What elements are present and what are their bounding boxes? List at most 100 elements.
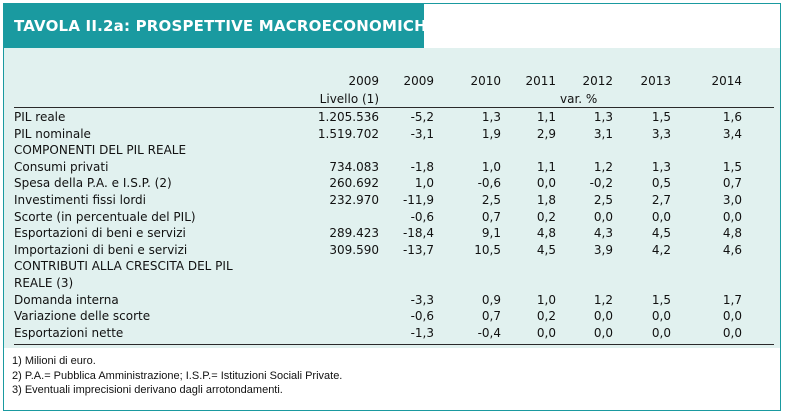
row-label: PIL reale [14, 110, 66, 124]
table-cell: 232.970 [329, 193, 379, 207]
year-header: 2014 [711, 74, 742, 88]
table-cell: 0,0 [593, 309, 613, 324]
footnote: 1) Milioni di euro. [12, 355, 96, 367]
table-cell: 734.083 [329, 159, 379, 174]
table-cell: 1,7 [722, 292, 742, 307]
table-cell: -0,6 [477, 176, 501, 191]
table-cell: 4,3 [593, 226, 613, 241]
table-cell: -0,2 [589, 176, 613, 191]
year-header: 2009 [403, 74, 434, 88]
table-cell: 3,9 [593, 242, 613, 257]
table-cell: -0,6 [410, 309, 434, 324]
table-cell: 4,2 [651, 242, 671, 257]
table-cell: -3,1 [410, 126, 434, 141]
table-cell: -0,6 [410, 209, 434, 224]
table-cell: 1,5 [651, 110, 671, 124]
table-cell: 2,5 [593, 193, 613, 207]
table-cell: 1,2 [593, 159, 613, 174]
table-cell: -0,4 [477, 325, 501, 340]
table-cell: 3,4 [722, 126, 742, 141]
row-label: Scorte (in percentuale del PIL) [14, 209, 196, 224]
table-cell: 0,0 [722, 309, 742, 324]
table-cell: 1.205.536 [317, 110, 379, 124]
table-title: TAVOLA II.2a: PROSPETTIVE MACROECONOMICH… [14, 17, 438, 35]
table-cell: 9,1 [481, 226, 501, 241]
macro-table: 2009 2009 2010 2011 2012 2013 2014 Livello (1) v… [4, 48, 780, 348]
header-rule [14, 107, 774, 108]
table-cell: 0,0 [651, 325, 671, 340]
row-label: COMPONENTI DEL PIL REALE [14, 143, 187, 158]
var-subheader: var. % [560, 92, 598, 106]
table-cell: 0,0 [536, 325, 556, 340]
table-cell: 309.590 [329, 242, 379, 257]
table-cell: 0,0 [722, 209, 742, 224]
table-cell: 1,1 [536, 110, 556, 124]
table-cell: 1,5 [651, 292, 671, 307]
table-cell: 0,2 [536, 209, 556, 224]
table-cell: 0,7 [722, 176, 742, 191]
year-header: 2013 [640, 74, 671, 88]
table-cell: -3,3 [410, 292, 434, 307]
row-label: CONTRIBUTI ALLA CRESCITA DEL PIL [14, 259, 233, 274]
table-cell: 1,6 [722, 110, 742, 124]
table-cell: 10,5 [474, 242, 501, 257]
table-cell: 0,7 [481, 309, 501, 324]
row-label: Domanda interna [14, 292, 119, 307]
table-cell: 1,2 [593, 292, 613, 307]
table-cell: 1,9 [481, 126, 501, 141]
table-cell: 1,3 [651, 159, 671, 174]
row-label: Consumi privati [14, 159, 109, 174]
level-subheader: Livello (1) [319, 92, 379, 106]
table-cell: 1,8 [536, 193, 556, 207]
title-bar: TAVOLA II.2a: PROSPETTIVE MACROECONOMICH… [4, 4, 437, 48]
table-cell: 289.423 [329, 226, 379, 241]
footnote: 2) P.A.= Pubblica Amministrazione; I.S.P… [12, 369, 343, 382]
table-cell: 0,7 [481, 209, 501, 224]
table-cell: 4,5 [651, 226, 671, 241]
table-cell: 1,0 [414, 176, 434, 191]
table-cell: 1.519.702 [317, 126, 379, 141]
row-label: Variazione delle scorte [14, 309, 151, 324]
row-label: REALE (3) [14, 276, 74, 290]
table-cell: 0,0 [593, 325, 613, 340]
table-cell: 0,0 [651, 309, 671, 324]
table-cell: 0,0 [651, 209, 671, 224]
table-cell: 1,3 [593, 110, 613, 124]
table-cell: 4,5 [536, 242, 556, 257]
table-cell: -5,2 [410, 110, 434, 124]
table-cell: -13,7 [402, 242, 434, 257]
table-frame: TAVOLA II.2a: PROSPETTIVE MACROECONOMICH… [3, 3, 781, 411]
row-label: Esportazioni nette [14, 325, 124, 340]
table-cell: 1,3 [481, 110, 501, 124]
year-header: 2009 [348, 74, 379, 88]
table-cell: -11,9 [402, 193, 434, 207]
table-cell: 0,9 [481, 292, 501, 307]
footnotes: 1) Milioni di euro. 2) P.A.= Pubblica Am… [12, 354, 342, 398]
table-cell: 0,5 [651, 176, 671, 191]
table-cell: 0,0 [536, 176, 556, 191]
table-cell: -18,4 [402, 226, 434, 241]
table-cell: 1,0 [536, 292, 556, 307]
row-label: Spesa della P.A. e I.S.P. (2) [14, 176, 172, 191]
table-cell: 1,0 [481, 159, 501, 174]
table-cell: 0,0 [593, 209, 613, 224]
year-header: 2010 [470, 74, 501, 88]
table-cell: 3,3 [651, 126, 671, 141]
table-cell: 3,1 [593, 126, 613, 141]
table-cell: 0,0 [722, 325, 742, 340]
table-cell: 3,0 [722, 193, 742, 207]
table-cell: 4,8 [536, 226, 556, 241]
row-label: Importazioni di beni e servizi [14, 242, 188, 257]
table-cell: 2,7 [651, 193, 671, 207]
table-cell: 2,5 [481, 193, 501, 207]
row-label: PIL nominale [14, 126, 91, 141]
table-cell: 0,2 [536, 309, 556, 324]
footnote: 3) Eventuali imprecisioni derivano dagli… [12, 384, 283, 396]
table-cell: 1,5 [722, 159, 742, 174]
row-label: Esportazioni di beni e servizi [14, 226, 186, 241]
year-header: 2011 [525, 74, 556, 88]
year-header: 2012 [582, 74, 613, 88]
table-cell: 4,8 [722, 226, 742, 241]
table-cell: 1,1 [536, 159, 556, 174]
table-cell: -1,3 [410, 325, 434, 340]
